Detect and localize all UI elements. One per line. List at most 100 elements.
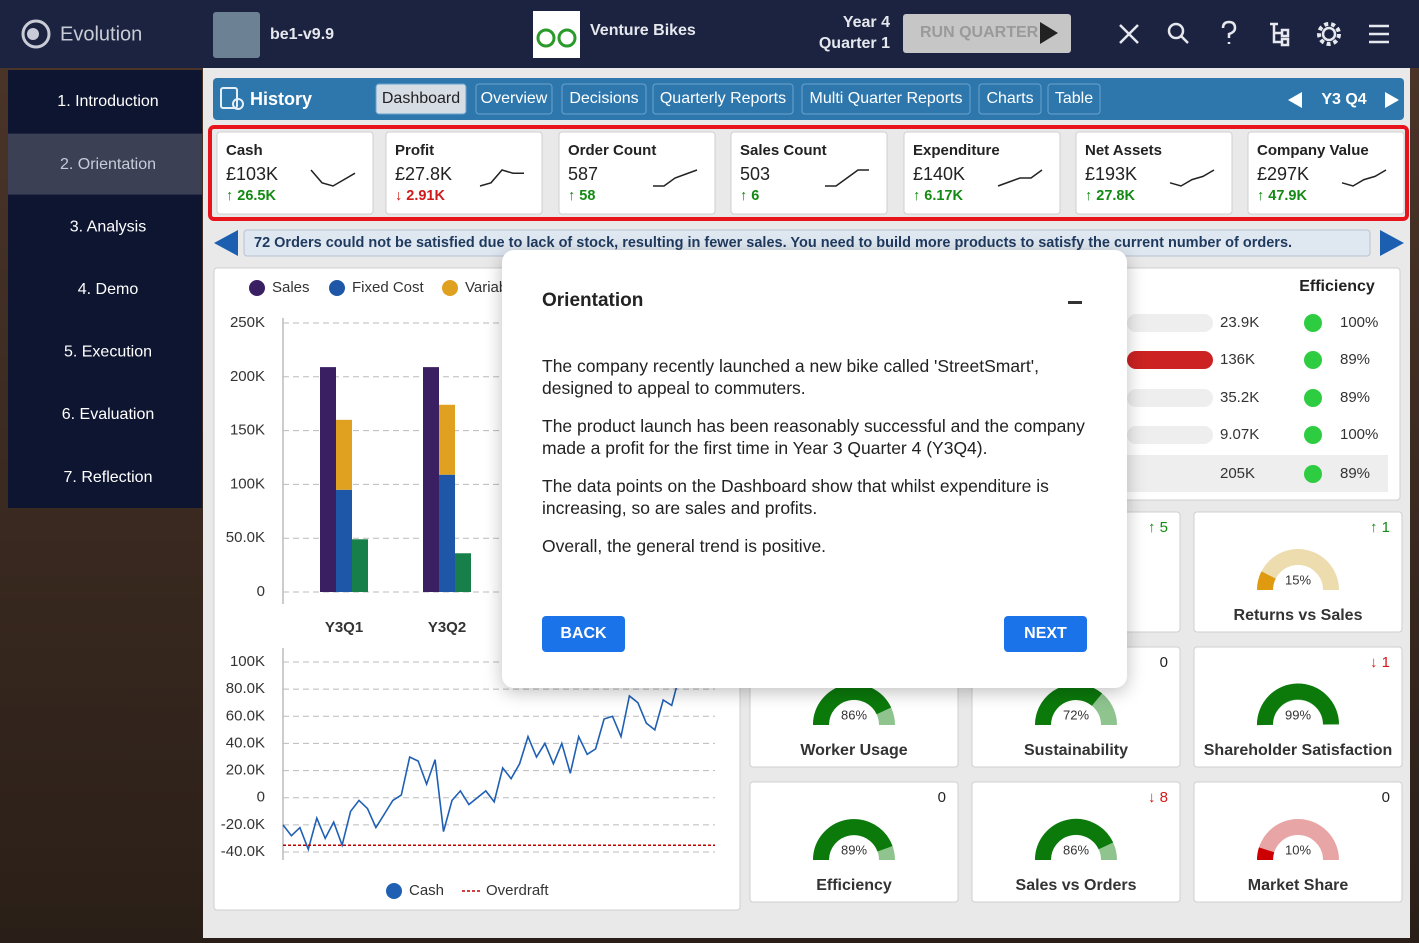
search-icon[interactable] [1167, 22, 1189, 44]
sidebar-item[interactable]: 7. Reflection [64, 469, 153, 486]
y-tick-label: 60.0K [226, 707, 265, 724]
bar [455, 553, 471, 592]
dialog-paragraph: The data points on the Dashboard show th… [542, 476, 1049, 518]
gauge-label: 10% [1285, 842, 1311, 857]
company-logo [533, 11, 580, 58]
table-efficiency: 100% [1340, 314, 1378, 331]
next-button[interactable]: NEXT [1004, 616, 1087, 652]
tab[interactable] [1047, 83, 1101, 115]
sidebar-item[interactable]: 3. Analysis [70, 218, 146, 235]
gauge-change: 0 [938, 789, 946, 806]
kpi-card [1247, 131, 1405, 215]
x-tick-label: Y3Q1 [325, 619, 363, 636]
company-name: Venture Bikes [590, 22, 696, 39]
gauge-value [1256, 683, 1339, 726]
help-icon[interactable] [1221, 20, 1237, 44]
kpi-title: Company Value [1257, 142, 1369, 159]
kpi-sparkline [1341, 169, 1387, 187]
kpi-change: ↑ 58 [568, 188, 595, 204]
period-prev[interactable] [1288, 92, 1302, 108]
tab[interactable] [801, 83, 971, 115]
bar [320, 367, 336, 592]
kpi-value: 587 [568, 164, 598, 184]
table-bar [1127, 389, 1213, 407]
fullscreen-icon[interactable] [1119, 24, 1139, 44]
gauge-title: Returns vs Sales [1234, 607, 1363, 624]
kpi-value: £193K [1085, 164, 1137, 184]
table-value: 9.07K [1220, 426, 1259, 443]
message-next[interactable] [1380, 230, 1404, 256]
y-tick-label: 20.0K [226, 762, 265, 779]
kpi-value: £103K [226, 164, 278, 184]
back-button[interactable]: BACK [542, 616, 625, 652]
kpi-sparkline [1169, 169, 1215, 187]
sidebar-item-active [8, 133, 202, 195]
run-quarter-label: RUN QUARTER [920, 24, 1039, 41]
gauge-card [1193, 781, 1403, 903]
gauge-value [1035, 684, 1103, 726]
sidebar-item[interactable]: 5. Execution [64, 344, 152, 361]
sidebar-item[interactable]: 4. Demo [78, 281, 139, 298]
current-quarter: Quarter 1 [819, 35, 890, 52]
tab[interactable] [475, 83, 553, 115]
table-efficiency: 89% [1340, 389, 1370, 406]
history-title: History [250, 89, 312, 109]
table-bar [1127, 314, 1213, 332]
message-prev[interactable] [214, 230, 238, 256]
kpi-card [385, 131, 543, 215]
dialog-paragraph: Overall, the general trend is positive. [542, 536, 827, 556]
tab[interactable] [561, 83, 647, 115]
gauge-label: 15% [1285, 572, 1311, 587]
table-efficiency: 89% [1340, 351, 1370, 368]
kpi-title: Order Count [568, 142, 656, 159]
tree-icon[interactable] [1270, 22, 1290, 47]
kpi-card [1075, 131, 1233, 215]
table-value: 35.2K [1220, 389, 1259, 406]
legend-swatch [249, 280, 265, 296]
sidebar-item[interactable]: 1. Introduction [57, 93, 158, 110]
kpi-highlight [208, 125, 1409, 221]
gauge-label: 86% [1063, 842, 1089, 857]
tab-label: Charts [986, 90, 1033, 107]
sidebar-item[interactable]: 6. Evaluation [62, 406, 155, 423]
app-logo [21, 19, 51, 49]
tab[interactable] [652, 83, 794, 115]
efficiency-header: Efficiency [1299, 278, 1375, 295]
gauge-title: Efficiency [816, 877, 892, 894]
top-bar [0, 0, 1419, 68]
gauge-title: Sales vs Orders [1016, 877, 1137, 894]
bar [423, 367, 439, 592]
tab[interactable] [978, 83, 1042, 115]
status-icon [1304, 389, 1322, 407]
legend-swatch [329, 280, 345, 296]
team-avatar[interactable] [213, 12, 260, 58]
period-next[interactable] [1385, 92, 1399, 108]
y-tick-label: 200K [230, 368, 265, 385]
team-version: be1-v9.9 [270, 26, 334, 43]
tab[interactable] [375, 83, 467, 115]
settings-icon[interactable] [1317, 22, 1341, 46]
legend-swatch [442, 280, 458, 296]
dialog-minimize[interactable] [1068, 301, 1082, 304]
status-icon [1304, 465, 1322, 483]
kpi-title: Profit [395, 142, 434, 159]
menu-icon[interactable] [1369, 24, 1389, 44]
current-year: Year 4 [843, 14, 890, 31]
y-tick-label: 40.0K [226, 734, 265, 751]
table-bar [1127, 465, 1213, 483]
gauge-change: ↓ 1 [1370, 654, 1390, 671]
kpi-change: ↑ 26.5K [226, 188, 276, 204]
message-text: 72 Orders could not be satisfied due to … [254, 235, 1292, 251]
tab-label: Multi Quarter Reports [810, 90, 963, 107]
run-quarter-button[interactable]: RUN QUARTER [903, 14, 1071, 53]
kpi-change: ↑ 6.17K [913, 188, 963, 204]
legend-label: Overdraft [486, 882, 549, 899]
sidebar-item[interactable]: 2. Orientation [60, 156, 156, 173]
tab-label: Dashboard [382, 90, 460, 107]
dialog-body: The company recently launched a new bike… [542, 355, 1090, 573]
gauge-label: 89% [841, 842, 867, 857]
table-value: 136K [1220, 351, 1255, 368]
legend-label: Cash [409, 882, 444, 899]
kpi-card [216, 131, 374, 215]
